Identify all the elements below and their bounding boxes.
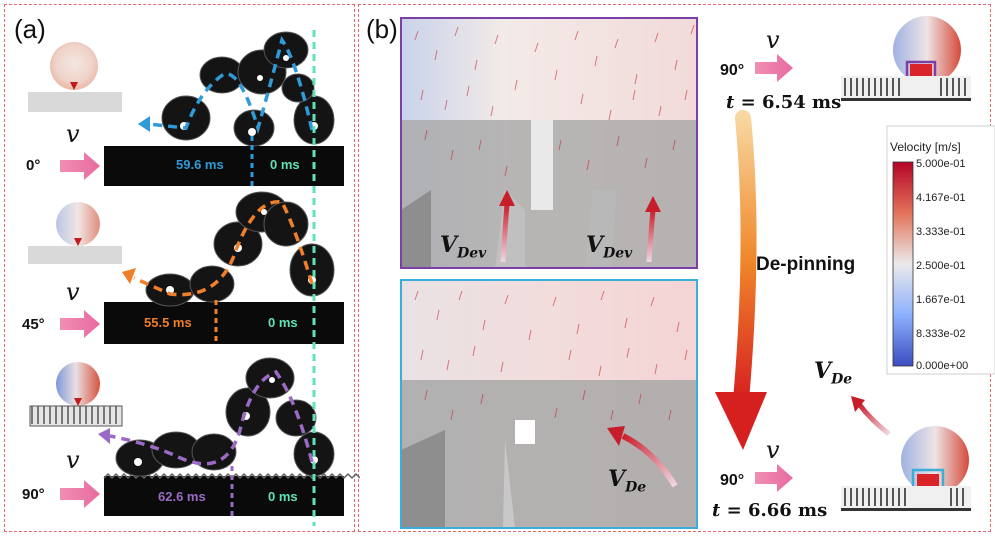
top-velocity-field-inset	[401, 18, 697, 268]
panel-a-frame	[4, 4, 355, 532]
row2-substrate	[104, 302, 344, 344]
row2-end-time: 55.5 ms	[144, 315, 192, 330]
depinning-arrow	[715, 110, 767, 450]
vde-schematic-sub: De	[831, 371, 853, 388]
top-droplet-schematic	[841, 16, 971, 101]
row2-trajectory	[133, 200, 314, 297]
row2-velocity-arrow	[60, 310, 100, 338]
row2-droplet-inset	[28, 202, 122, 264]
row1-droplet-inset	[28, 42, 122, 112]
colorbar-tick-2: 3.333e-01	[916, 226, 966, 238]
row1-angle: 0°	[26, 157, 41, 174]
row2-angle: 45°	[22, 316, 45, 333]
bottom-inset-border	[400, 279, 698, 529]
colorbar-tick-6: 0.000e+00	[916, 360, 969, 372]
top-inset-border	[400, 17, 698, 269]
row3-trajectory	[109, 369, 314, 466]
colorbar-tick-3: 2.500e-01	[916, 260, 966, 272]
colorbar-tick-1: 4.167e-01	[916, 192, 966, 204]
panel-b-graphics	[400, 16, 995, 529]
colorbar-tick-0: 5.000e-01	[916, 158, 966, 170]
vdev-right-main: V	[586, 232, 604, 258]
row3-start-time: 0 ms	[268, 489, 298, 504]
row1-velocity-symbol: v	[66, 120, 80, 148]
bottom-time-value: = 6.66 ms	[720, 500, 828, 521]
colorbar-tick-4: 1.667e-01	[916, 294, 966, 306]
vde-inset-sub: De	[625, 479, 647, 496]
row2-velocity-symbol: v	[66, 278, 80, 306]
vde-label-schematic: VDe	[814, 358, 852, 387]
bottom-velocity-field-inset	[401, 280, 697, 528]
row1-substrate	[104, 146, 344, 186]
top-angle: 90°	[720, 62, 745, 79]
row1-trajectory	[147, 35, 314, 135]
bottom-velocity-symbol: v	[766, 436, 780, 464]
bottom-droplet-schematic	[841, 396, 971, 511]
bottom-time-symbol: t	[712, 500, 721, 521]
row1-end-time: 59.6 ms	[176, 157, 224, 172]
top-velocity-arrow	[755, 54, 793, 82]
bottom-time: t = 6.66 ms	[712, 500, 827, 521]
row3-substrate	[104, 476, 344, 516]
row3-angle: 90°	[22, 486, 45, 503]
depinning-label: De-pinning	[756, 254, 856, 275]
top-time-value: = 6.54 ms	[734, 92, 842, 113]
bottom-velocity-arrow	[755, 464, 793, 492]
row3-droplet-inset	[29, 362, 123, 427]
vdev-label-right: VDev	[586, 232, 632, 261]
row3-velocity-arrow	[60, 480, 100, 508]
top-time-symbol: t	[726, 92, 735, 113]
top-time: t = 6.54 ms	[726, 92, 841, 113]
colorbar-title: Velocity [m/s]	[890, 140, 961, 154]
row1-start-time: 0 ms	[270, 157, 300, 172]
vde-inset-main: V	[608, 466, 626, 492]
row3-rebound-frames	[115, 357, 335, 477]
row3-velocity-symbol: v	[66, 446, 80, 474]
colorbar-gradient	[892, 161, 914, 367]
row1-velocity-arrow	[60, 152, 100, 180]
vdev-label-left: VDev	[440, 232, 486, 261]
colorbar-tick-5: 8.333e-02	[916, 328, 966, 340]
panel-a-letter: (a)	[14, 14, 46, 44]
vdev-right-sub: Dev	[603, 245, 633, 262]
top-velocity-symbol: v	[766, 26, 780, 54]
row1-rebound-frames	[161, 31, 335, 147]
vde-label-inset: VDe	[608, 466, 646, 495]
vdev-left-sub: Dev	[457, 245, 487, 262]
bottom-angle: 90°	[720, 472, 745, 489]
row2-start-time: 0 ms	[268, 315, 298, 330]
row3-end-time: 62.6 ms	[158, 489, 206, 504]
panel-a-graphics	[28, 30, 360, 526]
panel-b-letter: (b)	[366, 14, 398, 44]
vdev-left-main: V	[440, 232, 458, 258]
vde-schematic-main: V	[814, 358, 832, 384]
